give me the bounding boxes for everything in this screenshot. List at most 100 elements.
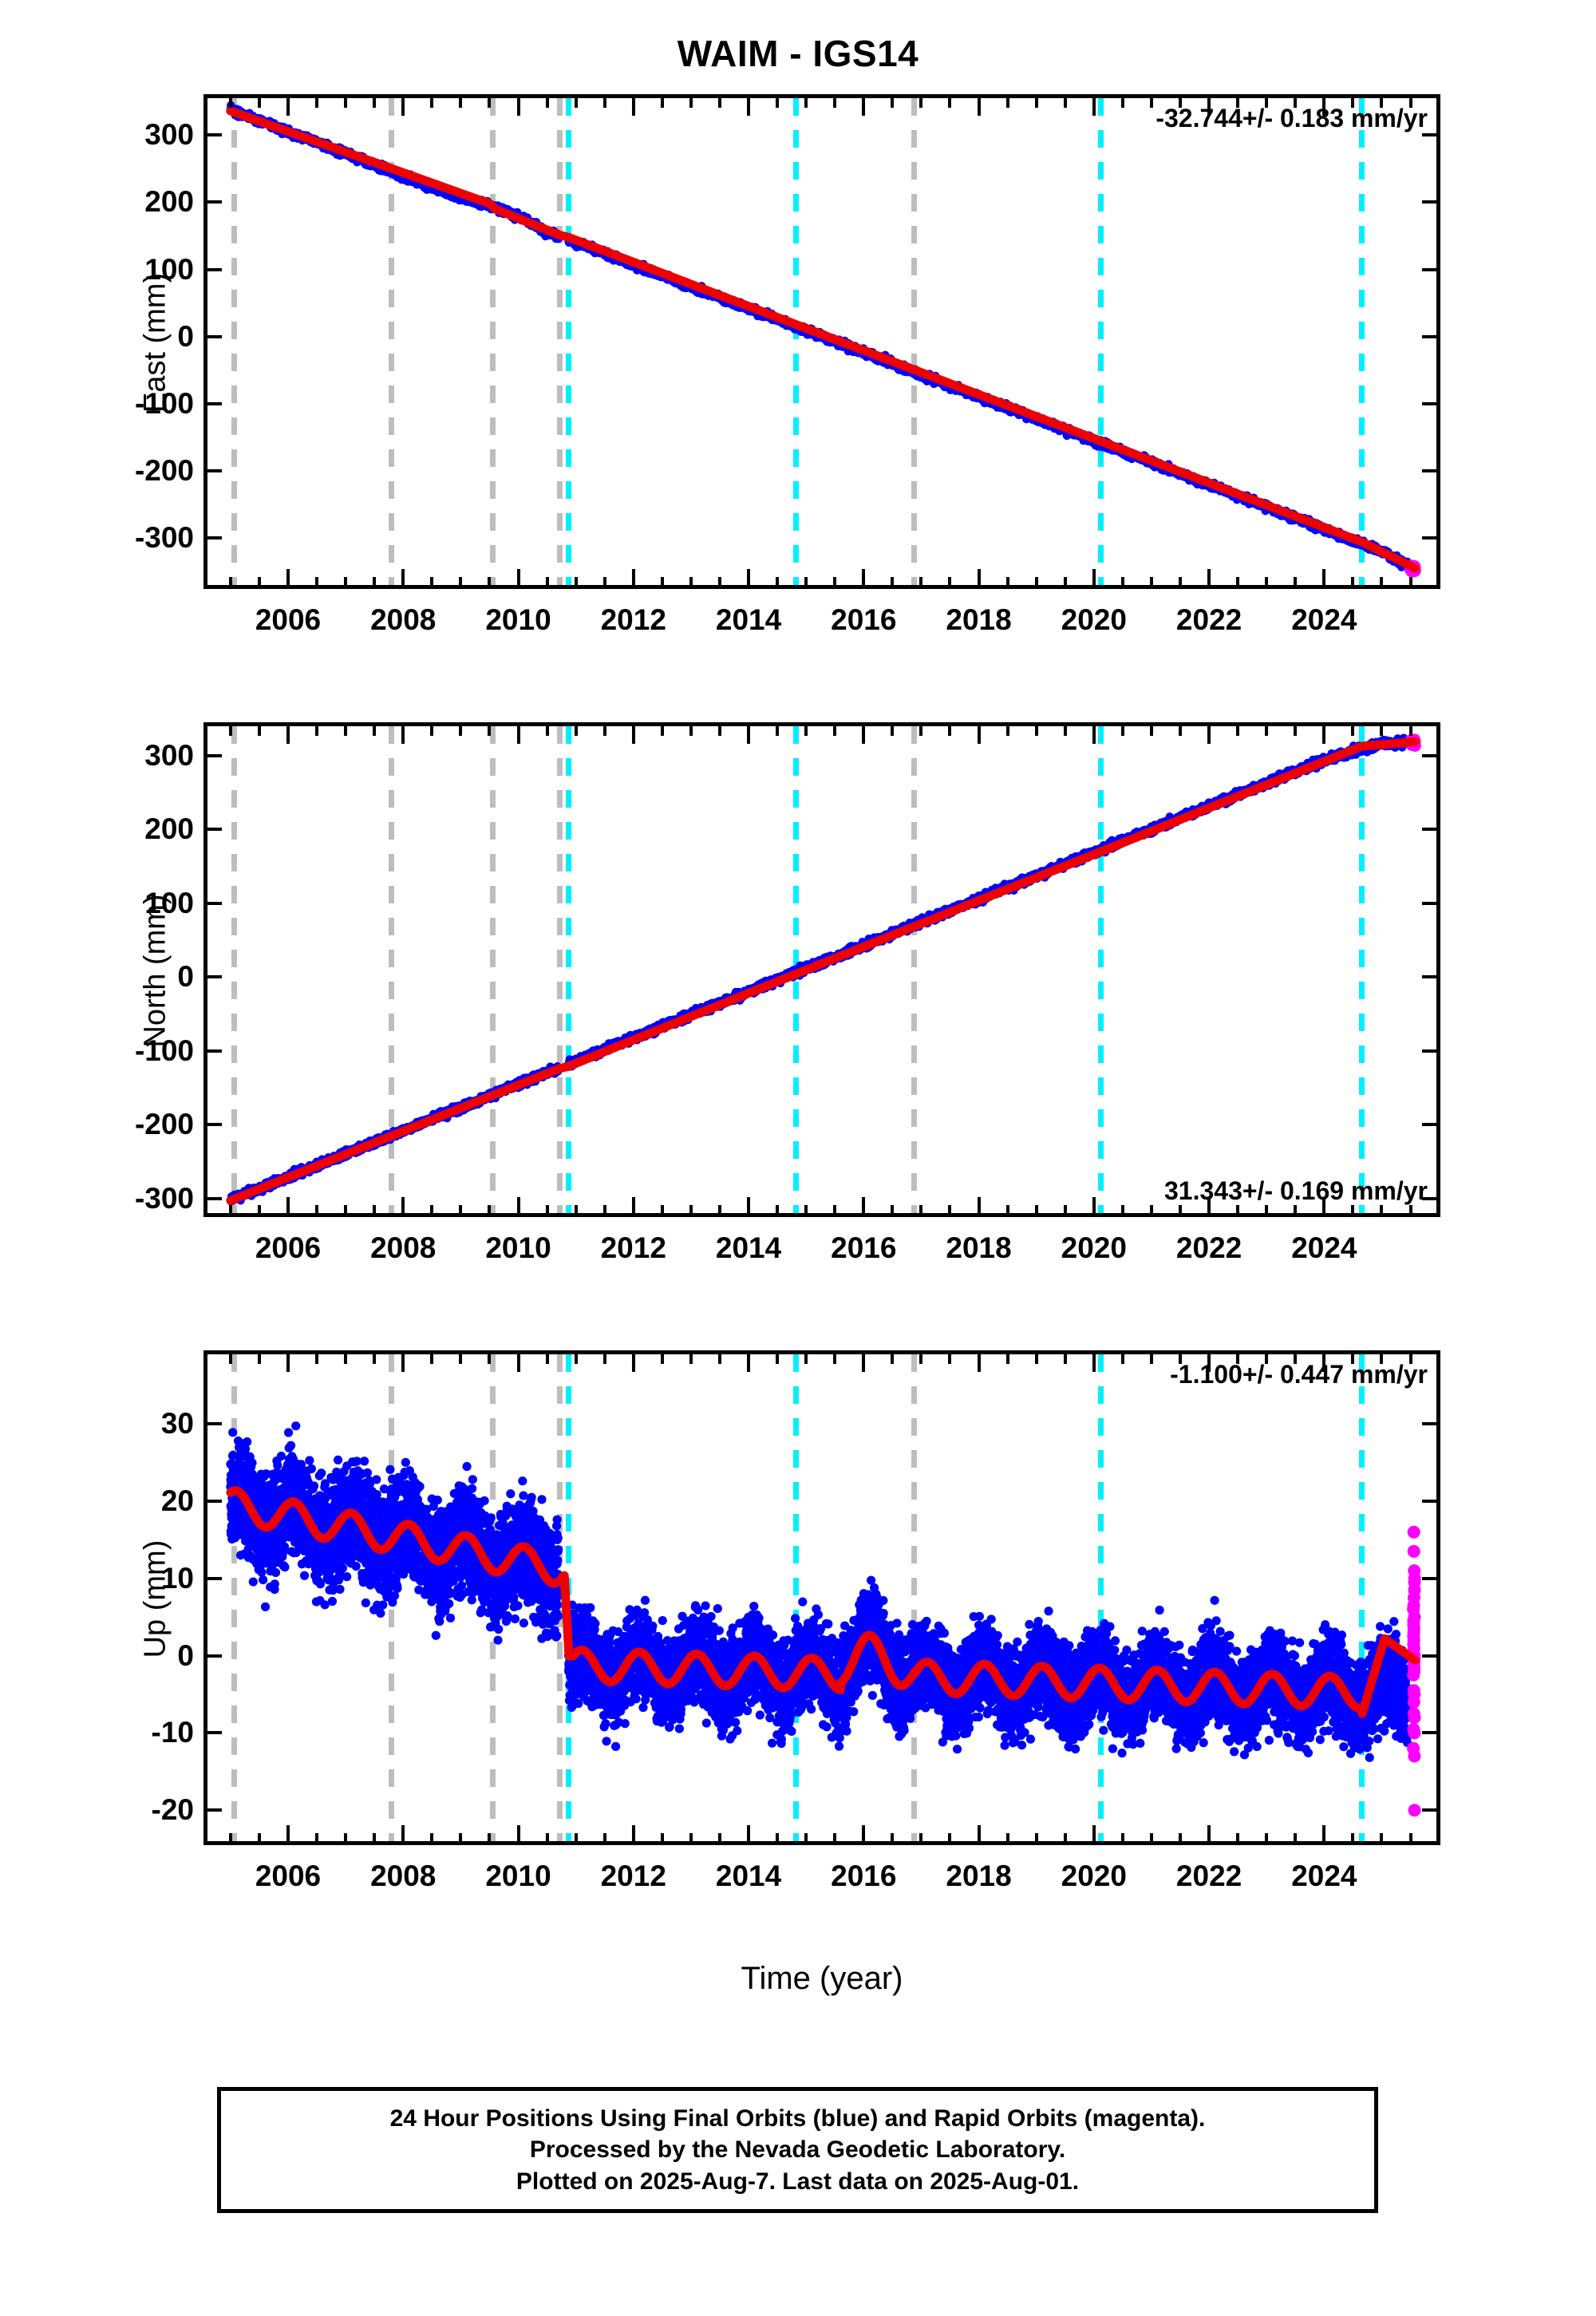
antenna-change-line <box>1097 726 1104 1213</box>
xtick-mark-minor <box>1265 577 1269 587</box>
xtick-mark <box>1092 98 1096 116</box>
equipment-break-line <box>556 726 563 1213</box>
equipment-break-line <box>389 726 395 1213</box>
xtick-mark-minor <box>1351 577 1355 587</box>
plot-area-east <box>226 101 1421 578</box>
xtick-mark <box>1322 98 1326 116</box>
xtick-mark <box>1207 569 1211 587</box>
xtick-mark <box>401 98 405 116</box>
xtick-mark-minor <box>602 98 606 108</box>
xtick-label: 2014 <box>716 603 781 637</box>
xtick-mark-minor <box>545 577 549 587</box>
xtick-mark-minor <box>1179 98 1183 108</box>
xtick-mark-minor <box>228 98 232 108</box>
xtick-mark <box>747 98 751 116</box>
axes-east <box>203 94 1440 589</box>
ytick-mark <box>207 334 222 338</box>
xtick-mark-minor <box>1294 98 1298 108</box>
xtick-mark-minor <box>689 577 693 587</box>
equipment-break-line <box>911 98 918 585</box>
model-fit-line <box>226 106 1420 573</box>
xtick-mark-minor <box>488 98 492 108</box>
xtick-mark-minor <box>430 98 434 108</box>
xtick-mark-minor <box>315 577 319 587</box>
xtick-label: 2006 <box>255 603 321 637</box>
xtick-mark-minor <box>1265 98 1269 108</box>
page-title: WAIM - IGS14 <box>0 32 1596 75</box>
xtick-mark-minor <box>1351 98 1355 108</box>
xtick-mark-minor <box>459 98 463 108</box>
xtick-mark-minor <box>1149 98 1153 108</box>
xtick-mark-minor <box>919 577 923 587</box>
xtick-mark <box>977 98 981 116</box>
ytick-label: 200 <box>34 185 194 219</box>
antenna-change-line <box>565 726 571 1213</box>
xtick-mark <box>747 569 751 587</box>
panel-north: 31.343+/- 0.169 mm/yr North (mm) 300 200 1… <box>135 722 1440 1264</box>
ytick-mark <box>207 468 222 472</box>
xtick-mark-minor <box>1005 577 1009 587</box>
xtick-mark-minor <box>459 577 463 587</box>
xtick-mark-minor <box>948 577 952 587</box>
xtick-mark-minor <box>257 98 261 108</box>
xtick-mark <box>862 98 866 116</box>
xtick-mark-minor <box>1294 577 1298 587</box>
xtick-mark-minor <box>689 98 693 108</box>
xtick-mark-minor <box>1120 577 1124 587</box>
xtick-mark-minor <box>833 577 837 587</box>
xtick-mark-minor <box>1120 98 1124 108</box>
xtick-mark-minor <box>574 98 578 108</box>
xtick-mark-minor <box>919 98 923 108</box>
ytick-mark <box>207 200 222 204</box>
antenna-change-line <box>1359 98 1365 585</box>
ytick-mark <box>1422 267 1436 271</box>
equipment-break-line <box>389 98 395 585</box>
xtick-mark-minor <box>1063 577 1067 587</box>
xtick-mark <box>516 98 520 116</box>
equipment-break-line <box>556 98 563 585</box>
ytick-mark <box>1422 200 1436 204</box>
xtick-label: 2010 <box>485 603 551 637</box>
axes-north <box>203 722 1440 1217</box>
xtick-mark-minor <box>776 98 780 108</box>
ytick-mark <box>207 401 222 405</box>
xtick-mark <box>286 98 290 116</box>
xtick-mark-minor <box>833 98 837 108</box>
ytick-mark <box>207 267 222 271</box>
xtick-mark-minor <box>1380 98 1384 108</box>
panel-east: -32.744+/- 0.183 mm/yr East (mm) 300 200 1… <box>135 94 1440 636</box>
xtick-mark-minor <box>315 98 319 108</box>
xtick-mark <box>516 569 520 587</box>
equipment-break-line <box>489 98 496 585</box>
ytick-mark <box>207 536 222 540</box>
xtick-label: 2008 <box>370 603 436 637</box>
ytick-mark <box>1422 401 1436 405</box>
xtick-mark-minor <box>804 98 808 108</box>
antenna-change-line <box>792 98 799 585</box>
xtick-mark-minor <box>1408 98 1412 108</box>
xtick-mark-minor <box>228 577 232 587</box>
xtick-mark-minor <box>574 577 578 587</box>
xtick-mark <box>286 569 290 587</box>
xtick-mark-minor <box>891 577 895 587</box>
xtick-mark-minor <box>488 577 492 587</box>
xtick-mark-minor <box>1034 577 1038 587</box>
xtick-mark-minor <box>1380 577 1384 587</box>
xtick-mark-minor <box>373 98 377 108</box>
ytick-label: 0 <box>34 320 194 354</box>
xtick-mark-minor <box>257 577 261 587</box>
xtick-mark-minor <box>1063 98 1067 108</box>
xtick-mark <box>401 569 405 587</box>
xtick-mark-minor <box>602 577 606 587</box>
xtick-label: 2020 <box>1061 603 1127 637</box>
equipment-break-line <box>489 726 496 1213</box>
xtick-mark-minor <box>891 98 895 108</box>
antenna-change-line <box>565 98 571 585</box>
xtick-mark-minor <box>1179 577 1183 587</box>
xtick-mark-minor <box>1236 98 1240 108</box>
xtick-mark-minor <box>717 577 721 587</box>
ytick-label: -300 <box>34 521 194 555</box>
xtick-label: 2024 <box>1291 603 1357 637</box>
xtick-label: 2012 <box>601 603 666 637</box>
